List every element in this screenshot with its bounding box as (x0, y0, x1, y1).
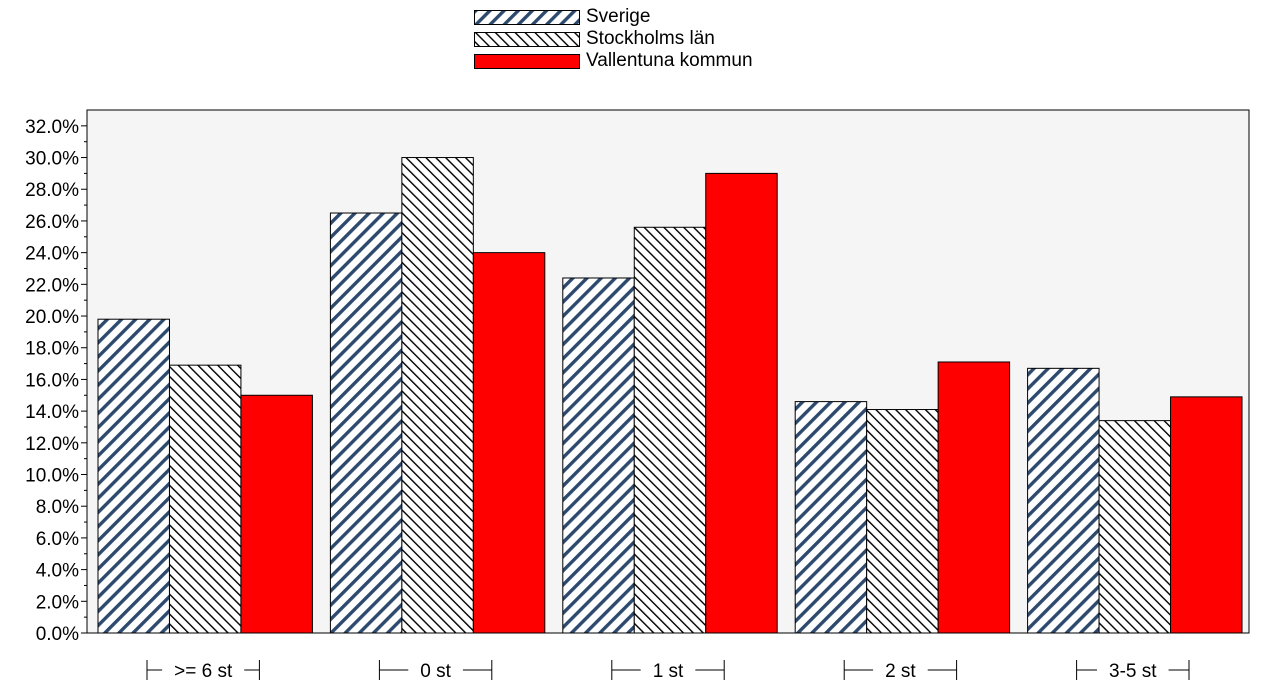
bar (1170, 396, 1243, 634)
y-tick-label: 26.0% (25, 212, 79, 233)
y-tick-label: 30.0% (25, 149, 79, 170)
bar (866, 409, 939, 634)
bar (937, 361, 1011, 634)
y-tick-label: 28.0% (25, 180, 79, 201)
bar (240, 394, 313, 634)
bar (1027, 367, 1100, 634)
x-tick-label: 1 st (653, 661, 684, 682)
legend: Sverige Stockholms län Vallentuna kommun (474, 6, 753, 72)
x-tick-label: >= 6 st (174, 661, 233, 682)
y-tick-label: 24.0% (25, 244, 79, 265)
y-tick-label: 32.0% (25, 117, 79, 138)
legend-swatch-vallentuna (474, 53, 580, 69)
y-tick-label: 20.0% (25, 307, 79, 328)
bar (633, 226, 707, 634)
x-tick-label: 0 st (420, 661, 451, 682)
y-tick-label: 6.0% (36, 529, 79, 550)
legend-label-sverige: Sverige (586, 6, 651, 27)
legend-swatch-sverige (474, 9, 580, 25)
y-tick-label: 10.0% (25, 466, 79, 487)
y-tick-label: 12.0% (25, 434, 79, 455)
y-tick-label: 4.0% (36, 561, 79, 582)
bar (97, 318, 170, 634)
y-tick-label: 0.0% (36, 624, 79, 645)
bar (472, 252, 546, 634)
legend-label-stockholm: Stockholms län (586, 28, 715, 49)
y-tick-label: 22.0% (25, 275, 79, 296)
bar (562, 277, 635, 634)
bar (794, 401, 868, 634)
y-tick-label: 2.0% (36, 592, 79, 613)
x-tick-label: 3-5 st (1109, 661, 1157, 682)
bar (705, 172, 778, 634)
legend-swatch-stockholm (474, 31, 580, 47)
bar (329, 212, 403, 634)
legend-item-sverige: Sverige (474, 6, 753, 28)
y-tick-label: 18.0% (25, 339, 79, 360)
y-tick-label: 8.0% (36, 497, 79, 518)
bar (168, 364, 242, 634)
y-tick-label: 14.0% (25, 402, 79, 423)
legend-item-vallentuna: Vallentuna kommun (474, 50, 753, 72)
bar (401, 157, 474, 634)
x-tick-label: 2 st (885, 661, 916, 682)
legend-label-vallentuna: Vallentuna kommun (586, 50, 753, 71)
bar (1098, 420, 1172, 634)
y-tick-label: 16.0% (25, 370, 79, 391)
legend-item-stockholm: Stockholms län (474, 28, 753, 50)
